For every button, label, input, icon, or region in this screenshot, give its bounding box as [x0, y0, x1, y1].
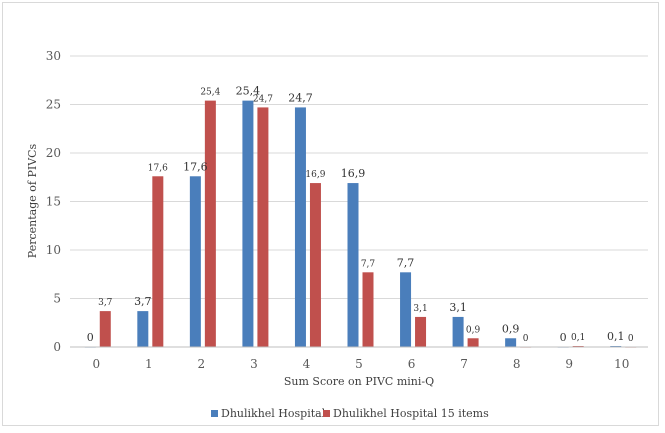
x-tick-label: 2	[198, 357, 206, 371]
data-label: 16,9	[341, 167, 366, 180]
legend: Dhulikhel Hospital Dhulikhel Hospital 15 …	[211, 407, 489, 420]
bar-dhulikhel-hospital-15-items	[257, 107, 269, 347]
bar-dhulikhel-hospital-15-items	[467, 338, 479, 347]
data-label: 3,1	[449, 301, 467, 314]
bar-dhulikhel-hospital-15-items	[415, 316, 427, 347]
bar-dhulikhel-hospital	[505, 338, 517, 347]
legend-label: Dhulikhel Hospital	[221, 407, 326, 420]
bar-dhulikhel-hospital	[137, 311, 149, 347]
data-label: 17,6	[183, 160, 208, 173]
data-label: 24,7	[288, 91, 313, 104]
x-tick-label: 4	[303, 357, 311, 371]
data-label: 0	[628, 334, 634, 344]
bar-dhulikhel-hospital	[400, 272, 412, 347]
bar-dhulikhel-hospital-15-items	[309, 183, 321, 347]
data-label: 25,4	[236, 85, 261, 98]
y-tick-label: 20	[46, 146, 61, 160]
x-axis-ticks: 0 1 2 3 4 5 6 7 8 9 10	[92, 357, 629, 371]
x-tick-label: 6	[408, 357, 416, 371]
y-tick-label: 10	[46, 243, 61, 257]
bar-dhulikhel-hospital	[347, 183, 359, 347]
bars	[84, 100, 637, 348]
data-label: 0	[87, 331, 94, 344]
data-label: 0,1	[607, 330, 625, 343]
y-tick-label: 25	[46, 98, 61, 112]
data-label: 17,6	[148, 163, 168, 173]
data-label: 7,7	[397, 256, 415, 269]
bar-dhulikhel-hospital-15-items	[99, 311, 111, 347]
y-tick-label: 0	[53, 340, 61, 354]
x-tick-label: 5	[355, 357, 363, 371]
bar-dhulikhel-hospital-15-items	[362, 272, 374, 347]
data-label: 24,7	[253, 94, 273, 104]
x-tick-label: 3	[250, 357, 258, 371]
data-labels: 03,717,625,424,716,97,73,10,90 0,13,717,6…	[87, 85, 634, 344]
x-tick-label: 1	[145, 357, 153, 371]
gridlines	[70, 55, 648, 299]
legend-swatch	[323, 410, 330, 417]
data-label: 0,9	[502, 322, 520, 335]
x-tick-label: 9	[565, 357, 573, 371]
y-axis-ticks: 0 5 10 15 20 25 30	[46, 49, 61, 354]
bar-dhulikhel-hospital	[452, 316, 464, 347]
y-axis-title: Percentage of PIVCs	[26, 143, 39, 258]
bar-dhulikhel-hospital-15-items	[152, 176, 164, 347]
y-tick-label: 5	[53, 292, 61, 306]
legend-swatch	[211, 410, 218, 417]
bar-dhulikhel-hospital-15-items	[204, 100, 216, 348]
bar-dhulikhel-hospital	[189, 176, 201, 347]
data-label: 0,1	[571, 333, 585, 343]
chart-frame	[2, 2, 659, 426]
x-tick-label: 7	[460, 357, 468, 371]
y-tick-label: 30	[46, 49, 61, 63]
y-tick-label: 15	[46, 195, 61, 209]
x-tick-label: 10	[614, 357, 629, 371]
bar-dhulikhel-hospital	[294, 107, 306, 347]
x-tick-label: 8	[513, 357, 521, 371]
data-label: 3,7	[134, 295, 152, 308]
data-label: 3,7	[98, 298, 113, 308]
data-label: 16,9	[305, 170, 325, 180]
data-label: 0,9	[466, 325, 481, 335]
data-label: 3,1	[413, 304, 427, 314]
data-label: 0	[560, 331, 567, 344]
data-label: 0	[523, 334, 529, 344]
data-label: 7,7	[361, 259, 376, 269]
legend-label: Dhulikhel Hospital 15 items	[333, 407, 489, 420]
x-axis-title: Sum Score on PIVC mini-Q	[284, 375, 434, 388]
data-label: 25,4	[200, 88, 220, 98]
bar-dhulikhel-hospital	[242, 100, 254, 348]
x-tick-label: 0	[92, 357, 100, 371]
